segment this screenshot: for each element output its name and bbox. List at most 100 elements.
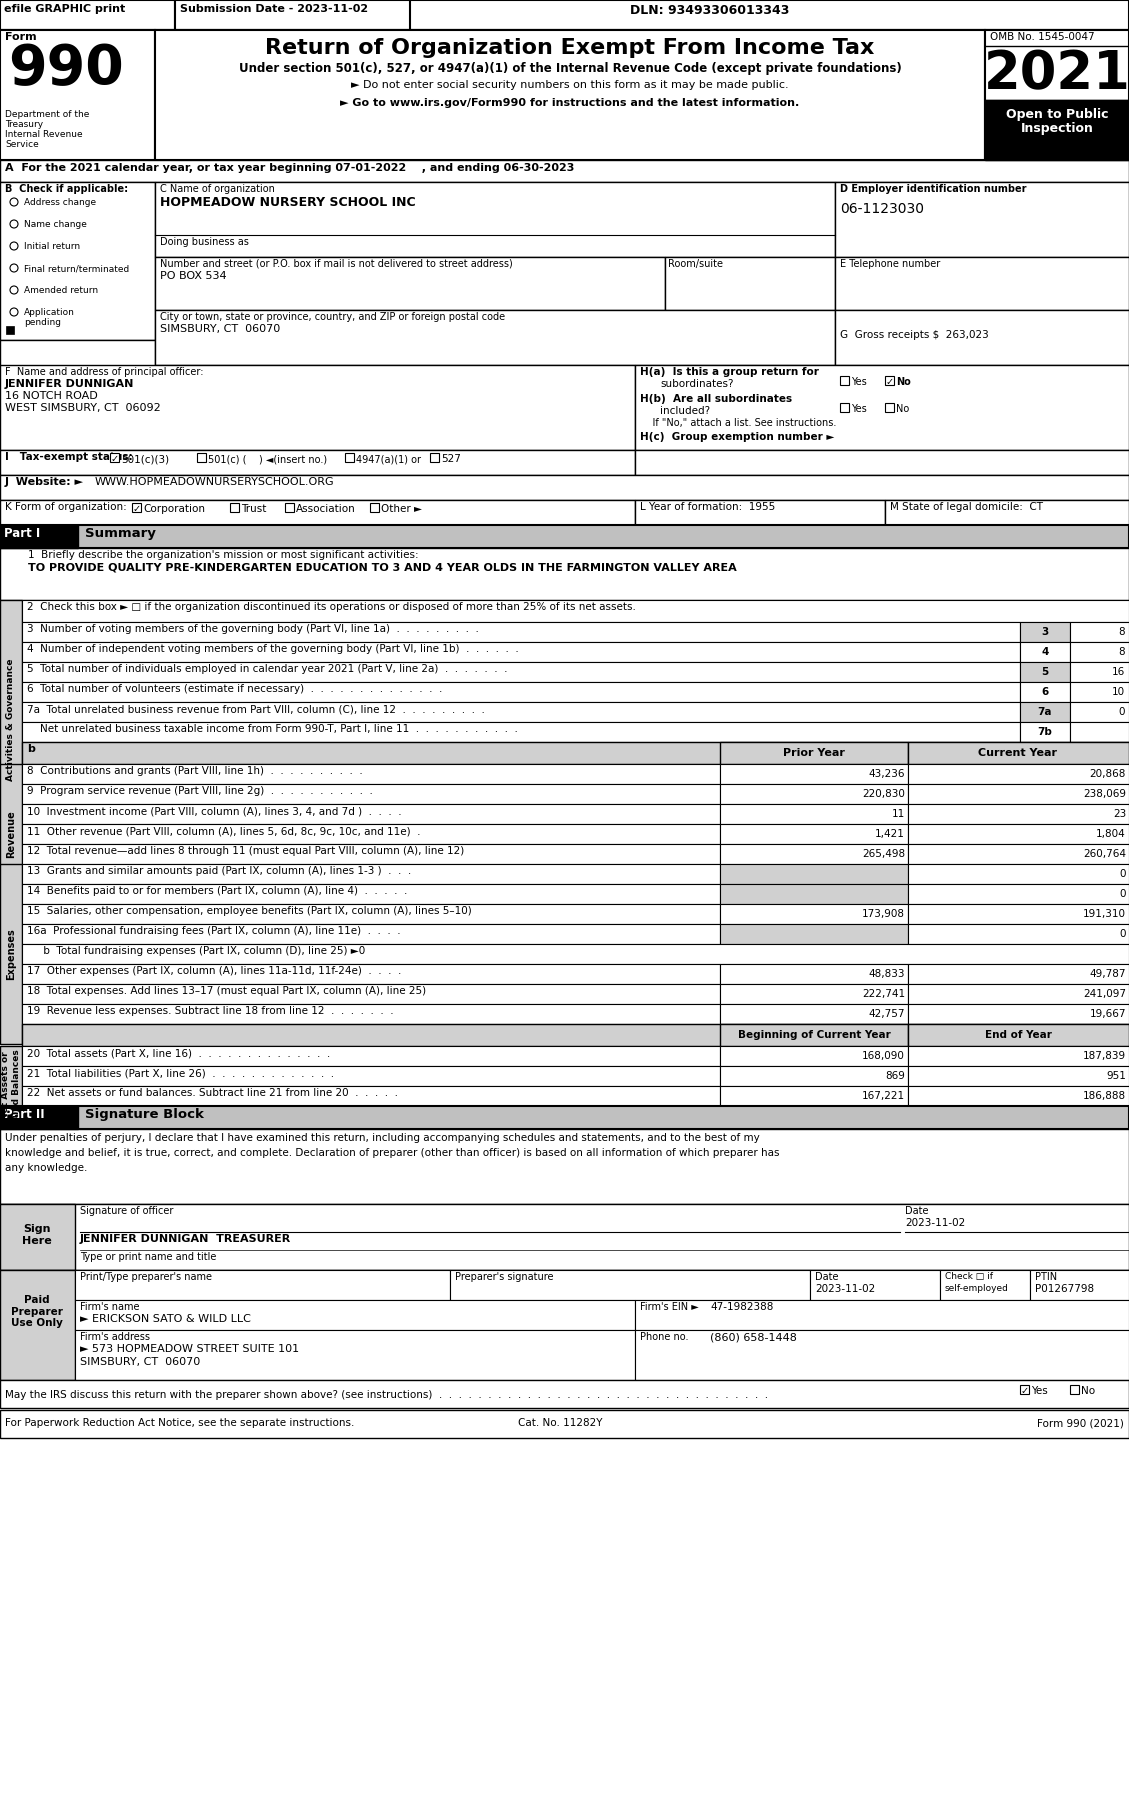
Text: Summary: Summary	[85, 528, 156, 541]
Text: ✓: ✓	[111, 454, 120, 464]
Bar	[21, 863, 720, 883]
Text: 8: 8	[1119, 648, 1124, 657]
Bar	[908, 903, 1129, 923]
Text: H(b)  Are all subordinates: H(b) Are all subordinates	[640, 394, 793, 405]
Text: JENNIFER DUNNIGAN: JENNIFER DUNNIGAN	[5, 379, 134, 388]
Bar	[1070, 682, 1129, 702]
Bar	[720, 863, 908, 883]
Bar	[0, 1409, 1129, 1439]
Bar	[908, 883, 1129, 903]
Bar	[1019, 622, 1070, 642]
Bar	[634, 365, 1129, 450]
Bar	[1019, 1386, 1029, 1393]
Text: Form: Form	[5, 33, 36, 42]
Bar	[21, 722, 1019, 742]
Text: Other ►: Other ►	[380, 504, 422, 513]
Bar	[1070, 642, 1129, 662]
Text: 18  Total expenses. Add lines 13–17 (must equal Part IX, column (A), line 25): 18 Total expenses. Add lines 13–17 (must…	[27, 987, 426, 996]
Text: Service: Service	[5, 140, 38, 149]
Text: ► ERICKSON SATO & WILD LLC: ► ERICKSON SATO & WILD LLC	[80, 1313, 251, 1324]
Text: 17  Other expenses (Part IX, column (A), lines 11a-11d, 11f-24e)  .  .  .  .: 17 Other expenses (Part IX, column (A), …	[27, 967, 402, 976]
Bar	[720, 903, 908, 923]
Bar	[720, 1023, 908, 1047]
Bar	[1019, 662, 1070, 682]
Text: G  Gross receipts $  263,023: G Gross receipts $ 263,023	[840, 330, 989, 339]
Text: H(a)  Is this a group return for: H(a) Is this a group return for	[640, 366, 819, 377]
Bar	[196, 454, 205, 463]
Text: Part I: Part I	[5, 528, 41, 541]
Text: DLN: 93493306013343: DLN: 93493306013343	[630, 4, 789, 16]
Bar	[0, 181, 155, 339]
Text: 43,236: 43,236	[868, 769, 905, 778]
Bar	[908, 1003, 1129, 1023]
Text: For Paperwork Reduction Act Notice, see the separate instructions.: For Paperwork Reduction Act Notice, see …	[5, 1419, 355, 1428]
Bar	[885, 403, 894, 412]
Text: Firm's EIN ►: Firm's EIN ►	[640, 1302, 699, 1312]
Bar	[0, 365, 634, 450]
Text: Submission Date - 2023-11-02: Submission Date - 2023-11-02	[180, 4, 368, 15]
Text: 48,833: 48,833	[868, 969, 905, 980]
Bar	[1070, 622, 1129, 642]
Text: ► 573 HOPMEADOW STREET SUITE 101: ► 573 HOPMEADOW STREET SUITE 101	[80, 1344, 299, 1353]
Text: 238,069: 238,069	[1083, 789, 1126, 798]
Text: Net unrelated business taxable income from Form 990-T, Part I, line 11  .  .  . : Net unrelated business taxable income fr…	[27, 724, 518, 735]
Bar	[0, 600, 21, 840]
Text: 2  Check this box ► □ if the organization discontinued its operations or dispose: 2 Check this box ► □ if the organization…	[27, 602, 636, 611]
Text: 265,498: 265,498	[861, 849, 905, 860]
Text: WWW.HOPMEADOWNURSERYSCHOOL.ORG: WWW.HOPMEADOWNURSERYSCHOOL.ORG	[95, 477, 334, 486]
Bar	[0, 0, 1129, 31]
Text: I   Tax-exempt status:: I Tax-exempt status:	[5, 452, 132, 463]
Text: Preparer's signature: Preparer's signature	[455, 1272, 553, 1282]
Bar	[720, 963, 908, 983]
Bar	[155, 31, 984, 160]
Text: 42,757: 42,757	[868, 1009, 905, 1019]
Text: PO BOX 534: PO BOX 534	[160, 270, 227, 281]
Bar	[21, 983, 720, 1003]
Text: pending: pending	[24, 317, 61, 327]
Text: 8  Contributions and grants (Part VIII, line 1h)  .  .  .  .  .  .  .  .  .  .: 8 Contributions and grants (Part VIII, l…	[27, 766, 362, 776]
Text: Final return/terminated: Final return/terminated	[24, 265, 129, 272]
Text: 15  Salaries, other compensation, employee benefits (Part IX, column (A), lines : 15 Salaries, other compensation, employe…	[27, 905, 472, 916]
Text: PTIN: PTIN	[1035, 1272, 1057, 1282]
Text: 187,839: 187,839	[1083, 1050, 1126, 1061]
Text: Open to Public: Open to Public	[1006, 109, 1109, 122]
Text: 12  Total revenue—add lines 8 through 11 (must equal Part VIII, column (A), line: 12 Total revenue—add lines 8 through 11 …	[27, 845, 464, 856]
Bar	[21, 883, 720, 903]
Text: ► Go to www.irs.gov/Form990 for instructions and the latest information.: ► Go to www.irs.gov/Form990 for instruct…	[340, 98, 799, 109]
Text: 3: 3	[1041, 628, 1049, 637]
Text: 527: 527	[441, 454, 461, 464]
Text: Net Assets or
Fund Balances: Net Assets or Fund Balances	[1, 1048, 20, 1123]
Bar	[720, 844, 908, 863]
Text: 2023-11-02: 2023-11-02	[815, 1284, 875, 1293]
Text: WEST SIMSBURY, CT  06092: WEST SIMSBURY, CT 06092	[5, 403, 160, 414]
Bar	[908, 1087, 1129, 1107]
Bar	[720, 804, 908, 824]
Text: Firm's name: Firm's name	[80, 1302, 140, 1312]
Bar	[0, 1204, 75, 1270]
Bar	[0, 1107, 78, 1128]
Bar	[1070, 722, 1129, 742]
Bar	[21, 702, 1019, 722]
Text: 5  Total number of individuals employed in calendar year 2021 (Part V, line 2a) : 5 Total number of individuals employed i…	[27, 664, 508, 675]
Bar	[0, 31, 1129, 160]
Bar	[634, 450, 1129, 475]
Text: E Telephone number: E Telephone number	[840, 259, 940, 268]
Bar	[720, 1003, 908, 1023]
Text: 47-1982388: 47-1982388	[710, 1302, 773, 1312]
Text: ✓: ✓	[1021, 1386, 1030, 1397]
Circle shape	[10, 287, 18, 294]
Text: 11  Other revenue (Part VIII, column (A), lines 5, 6d, 8c, 9c, 10c, and 11e)  .: 11 Other revenue (Part VIII, column (A),…	[27, 825, 420, 836]
Bar	[908, 824, 1129, 844]
Text: 13  Grants and similar amounts paid (Part IX, column (A), lines 1-3 )  .  .  .: 13 Grants and similar amounts paid (Part…	[27, 865, 411, 876]
Bar	[21, 1087, 720, 1107]
Bar	[835, 258, 1129, 310]
Bar	[634, 1330, 1129, 1380]
Text: 6  Total number of volunteers (estimate if necessary)  .  .  .  .  .  .  .  .  .: 6 Total number of volunteers (estimate i…	[27, 684, 443, 695]
Bar	[345, 454, 355, 463]
Bar	[908, 804, 1129, 824]
Text: TO PROVIDE QUALITY PRE-KINDERGARTEN EDUCATION TO 3 AND 4 YEAR OLDS IN THE FARMIN: TO PROVIDE QUALITY PRE-KINDERGARTEN EDUC…	[28, 562, 737, 573]
Text: 222,741: 222,741	[861, 989, 905, 1000]
Circle shape	[10, 241, 18, 250]
Bar	[75, 1270, 450, 1301]
Bar	[634, 1301, 1129, 1330]
